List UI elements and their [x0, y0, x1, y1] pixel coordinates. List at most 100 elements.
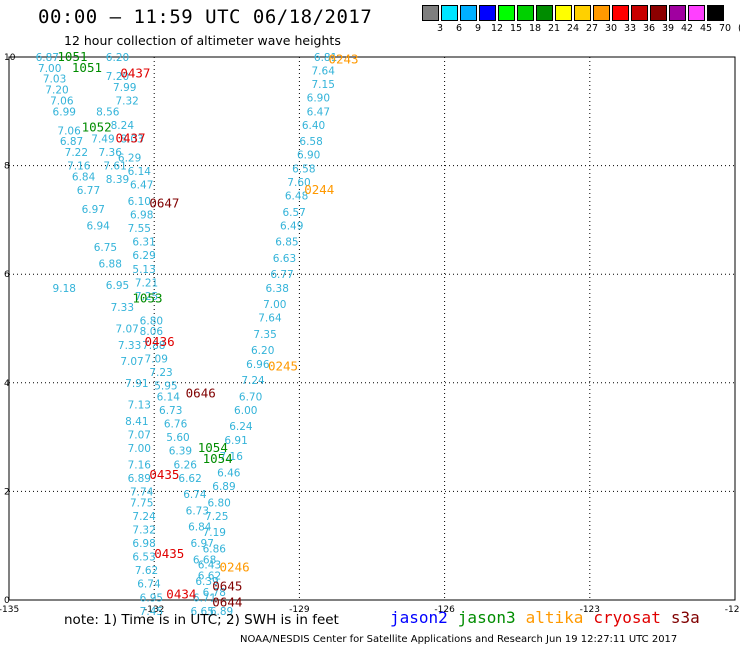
pass-label-cryosat: 0437 — [120, 65, 150, 80]
pass-label-altika: 0243 — [328, 52, 358, 67]
swh-value: 7.33 — [118, 340, 141, 352]
pass-label-cryosat: 0437 — [115, 130, 145, 145]
swh-value: 6.47 — [307, 106, 330, 118]
swh-value: 6.78 — [203, 587, 226, 599]
color-scale-label: 27 — [585, 23, 599, 34]
swh-value: 7.23 — [149, 367, 172, 379]
color-swatch — [688, 5, 705, 21]
footer-credit: NOAA/NESDIS Center for Satellite Applica… — [240, 634, 678, 645]
swh-value: 7.13 — [128, 400, 151, 412]
swh-value: 7.06 — [50, 95, 74, 107]
swh-value: 6.90 — [297, 150, 320, 162]
swh-value: 6.68 — [193, 554, 216, 566]
swh-value: 7.74 — [130, 486, 154, 498]
swh-value: 7.25 — [135, 291, 158, 303]
swh-value: 6.84 — [72, 171, 96, 183]
swh-value: 6.85 — [275, 237, 298, 249]
pass-label-altika: 0246 — [220, 559, 250, 574]
swh-value: 6.73 — [159, 405, 182, 417]
pass-label-s3a: 0646 — [186, 386, 216, 401]
swh-value: 7.91 — [125, 378, 148, 390]
color-scale-label: 33 — [623, 23, 637, 34]
swh-value: 5.60 — [166, 432, 189, 444]
swh-value: 7.03 — [43, 74, 66, 86]
swh-value: 6.74 — [183, 489, 207, 501]
y-tick-label: 8 — [4, 162, 10, 172]
pass-label-jason3: 1051 — [72, 60, 102, 75]
color-scale-label: 39 — [661, 23, 675, 34]
swh-value: 6.20 — [251, 345, 274, 357]
swh-value: 6.48 — [285, 190, 308, 202]
pass-label-cryosat: 0435 — [154, 546, 184, 561]
y-tick-label: 10 — [4, 53, 16, 63]
swh-value: 6.20 — [106, 52, 129, 64]
swh-value: 6.73 — [186, 505, 209, 517]
color-swatch — [441, 5, 458, 21]
swh-value: 8.56 — [96, 106, 120, 118]
color-scale-label: 42 — [680, 23, 694, 34]
swh-value: 6.95 — [140, 592, 163, 604]
swh-value: 7.07 — [120, 356, 143, 368]
x-tick-label: -135 — [0, 605, 19, 615]
swh-value: 6.29 — [118, 152, 141, 164]
color-swatch — [555, 5, 572, 21]
color-scale-label: 30 — [604, 23, 618, 34]
pass-label-altika: 0244 — [304, 182, 334, 197]
color-scale-label: 18 — [528, 23, 542, 34]
legend-altika: altika — [525, 608, 584, 627]
swh-value: 6.84 — [188, 522, 212, 534]
swh-value: 6.77 — [77, 185, 100, 197]
swh-value: 7.09 — [145, 353, 168, 365]
swh-value: 7.49 — [91, 133, 114, 145]
swh-value: 6.47 — [130, 180, 153, 192]
swh-value: 7.20 — [45, 85, 68, 97]
swh-value: 7.32 — [115, 95, 138, 107]
swh-value: 6.31 — [132, 237, 155, 249]
color-scale-unit: (ft) — [738, 23, 740, 34]
map-frame — [8, 56, 736, 601]
swh-value: 6.99 — [53, 106, 76, 118]
swh-value: 6.39 — [169, 446, 192, 458]
swh-value: 6.26 — [174, 459, 198, 471]
legend-jason2: jason2 — [390, 608, 448, 627]
swh-value: 7.20 — [106, 71, 129, 83]
swh-value: 6.86 — [203, 543, 227, 555]
swh-value: 6.89 — [128, 473, 151, 485]
swh-value: 6.88 — [99, 258, 122, 270]
pass-label-s3a: 0645 — [212, 578, 242, 593]
pass-label-jason3: 1053 — [132, 291, 162, 306]
swh-value: 6.62 — [198, 571, 221, 583]
swh-value: 6.87 — [60, 136, 83, 148]
x-tick-label: -126 — [434, 605, 455, 615]
pass-label-cryosat: 0435 — [149, 467, 179, 482]
pass-label-jason3: 1054 — [203, 451, 233, 466]
swh-value: 8.41 — [125, 416, 148, 428]
swh-value: 7.36 — [99, 147, 123, 159]
swh-value: 6.14 — [157, 391, 181, 403]
swh-value: 6.98 — [132, 538, 155, 550]
swh-value: 6.40 — [302, 120, 325, 132]
color-scale-label: 9 — [474, 23, 482, 34]
page-title: 00:00 – 11:59 UTC 06/18/2017 — [38, 6, 373, 28]
color-swatch — [422, 5, 439, 21]
color-scale-label: 21 — [547, 23, 561, 34]
swh-value: 7.07 — [115, 324, 138, 336]
swh-value: 6.43 — [198, 560, 221, 572]
swh-value: 7.32 — [132, 524, 155, 536]
x-tick-label: -132 — [144, 605, 164, 615]
y-tick-label: 6 — [4, 270, 10, 280]
swh-value: 7.25 — [205, 511, 228, 523]
swh-value: 6.14 — [128, 166, 152, 178]
swh-value: 7.06 — [57, 125, 81, 137]
swh-value: 6.58 — [292, 163, 315, 175]
pass-label-cryosat: 0436 — [145, 334, 175, 349]
legend-cryosat: cryosat — [593, 608, 661, 627]
swh-value: 7.64 — [312, 66, 336, 78]
swh-value: 6.94 — [86, 220, 110, 232]
swh-value: 6.39 — [195, 576, 218, 588]
swh-value: 7.00 — [128, 443, 151, 455]
pass-label-jason3: 1052 — [82, 120, 112, 135]
swh-value: 6.89 — [212, 481, 235, 493]
swh-value: 6.58 — [299, 136, 322, 148]
